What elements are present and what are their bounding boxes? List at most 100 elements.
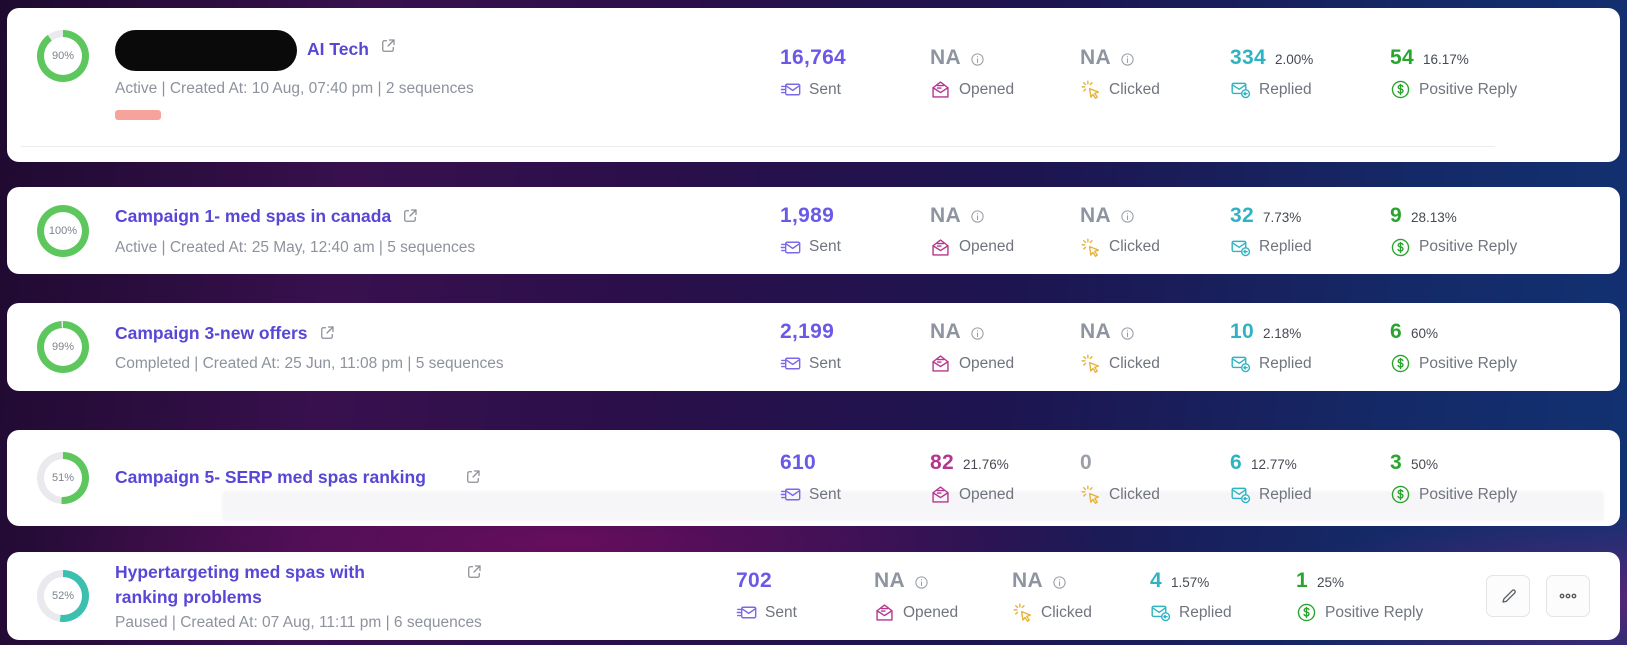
external-link-icon[interactable] (318, 324, 336, 342)
sent-value: 2,199 (780, 320, 835, 343)
positive-reply-icon (1390, 79, 1411, 100)
progress-ring: 52% (37, 570, 89, 622)
external-link-icon[interactable] (465, 563, 483, 581)
info-icon[interactable] (1120, 209, 1135, 224)
info-icon[interactable] (970, 326, 985, 341)
campaign-name[interactable]: Campaign 5- SERP med spas ranking (115, 467, 426, 488)
opened-label: Opened (959, 485, 1015, 503)
opened-icon (874, 602, 895, 623)
campaign-name[interactable]: Campaign 3-new offers (115, 322, 308, 343)
info-icon[interactable] (970, 209, 985, 224)
stat-replied: 10 2.18% Replied (1230, 320, 1390, 374)
sent-icon (780, 484, 801, 505)
positive-value: 6 (1390, 320, 1402, 343)
positive-reply-icon (1390, 353, 1411, 374)
stat-sent: 610 Sent (780, 451, 930, 505)
info-icon[interactable] (1052, 575, 1067, 590)
positive-value: 1 (1296, 569, 1308, 592)
campaign-name[interactable]: AI Tech (307, 39, 369, 59)
opened-value: 82 (930, 451, 954, 474)
sent-value: 610 (780, 451, 816, 474)
progress-ring-arc: 99% (37, 321, 89, 373)
progress-ring: 51% (37, 452, 89, 504)
edit-button[interactable] (1486, 575, 1530, 617)
sent-value: 1,989 (780, 203, 835, 227)
positive-label: Positive Reply (1419, 485, 1518, 503)
replied-icon (1230, 353, 1251, 374)
redacted-tag-block (115, 110, 161, 120)
stat-opened: NA Opened (874, 569, 1012, 623)
more-options-button[interactable] (1546, 575, 1590, 617)
clicked-label: Clicked (1109, 238, 1160, 255)
clicked-icon (1080, 484, 1101, 505)
campaign-row: 99% Campaign 3-new offers Completed | Cr… (7, 303, 1620, 391)
stat-positive-reply: 9 28.13% Positive Reply (1390, 204, 1590, 258)
sent-label: Sent (809, 238, 841, 255)
positive-value: 9 (1390, 203, 1402, 227)
campaign-info: Hypertargeting med spas with ranking pro… (115, 560, 585, 633)
info-icon[interactable] (914, 575, 929, 590)
progress-percent: 99% (51, 341, 75, 353)
info-icon[interactable] (1120, 52, 1135, 67)
campaign-status-line: Paused | Created At: 07 Aug, 11:11 pm | … (115, 614, 482, 632)
replied-icon (1230, 79, 1251, 100)
progress-percent: 52% (51, 590, 75, 602)
positive-reply-icon (1390, 484, 1411, 505)
opened-icon (930, 79, 951, 100)
replied-pct: 7.73% (1262, 209, 1302, 225)
replied-label: Replied (1259, 485, 1312, 503)
replied-label: Replied (1179, 603, 1232, 621)
opened-value: NA (930, 46, 961, 69)
replied-pct: 2.18% (1262, 326, 1302, 341)
positive-pct: 28.13% (1410, 209, 1457, 225)
info-icon[interactable] (970, 52, 985, 67)
clicked-label: Clicked (1109, 485, 1160, 503)
sent-label: Sent (809, 354, 841, 372)
campaign-name[interactable]: Hypertargeting med spas with ranking pro… (115, 561, 365, 607)
stat-replied: 334 2.00% Replied (1230, 46, 1390, 100)
opened-label: Opened (959, 238, 1015, 255)
replied-icon (1230, 237, 1251, 258)
external-link-icon[interactable] (379, 37, 397, 55)
stat-clicked: NA Clicked (1080, 204, 1230, 258)
opened-value: NA (874, 569, 905, 592)
sent-value: 702 (736, 569, 772, 592)
positive-label: Positive Reply (1419, 354, 1518, 372)
replied-value: 334 (1230, 46, 1266, 69)
clicked-value: NA (1080, 320, 1111, 343)
opened-pct: 21.76% (962, 457, 1009, 472)
stat-positive-reply: 1 25% Positive Reply (1296, 569, 1472, 623)
row-actions (1486, 575, 1590, 617)
clicked-icon (1080, 79, 1101, 100)
campaign-row: 100% Campaign 1- med spas in canada Acti… (7, 187, 1620, 274)
stat-opened: NA Opened (930, 320, 1080, 374)
external-link-icon[interactable] (464, 468, 482, 486)
clicked-value: NA (1080, 203, 1111, 227)
campaign-row: 90% AI Tech Active | Created At: 10 Aug,… (7, 8, 1620, 162)
replied-pct: 2.00% (1274, 52, 1314, 67)
external-link-icon[interactable] (401, 207, 419, 225)
replied-label: Replied (1259, 354, 1312, 372)
opened-label: Opened (959, 80, 1015, 98)
sent-icon (780, 237, 801, 258)
stat-clicked: NA Clicked (1012, 569, 1150, 623)
opened-value: NA (930, 203, 961, 227)
campaign-info: Campaign 1- med spas in canada Active | … (115, 204, 585, 256)
replied-label: Replied (1259, 238, 1312, 255)
campaign-row: 52% Hypertargeting med spas with ranking… (7, 552, 1620, 640)
replied-pct: 12.77% (1250, 457, 1297, 472)
clicked-label: Clicked (1041, 603, 1092, 621)
info-icon[interactable] (1120, 326, 1135, 341)
sent-label: Sent (809, 80, 841, 98)
campaign-name[interactable]: Campaign 1- med spas in canada (115, 206, 392, 227)
clicked-icon (1012, 602, 1033, 623)
replied-icon (1150, 602, 1171, 623)
sent-label: Sent (765, 603, 797, 621)
campaign-stats: 16,764 Sent NA Opened NA Clicked 334 2.00… (780, 46, 1590, 100)
progress-ring: 90% (37, 30, 89, 82)
campaign-stats: 1,989 Sent NA Opened NA Clicked 32 7.73% … (780, 204, 1590, 258)
positive-value: 3 (1390, 451, 1402, 474)
stat-positive-reply: 3 50% Positive Reply (1390, 451, 1590, 505)
replied-label: Replied (1259, 80, 1312, 98)
stat-sent: 2,199 Sent (780, 320, 930, 374)
